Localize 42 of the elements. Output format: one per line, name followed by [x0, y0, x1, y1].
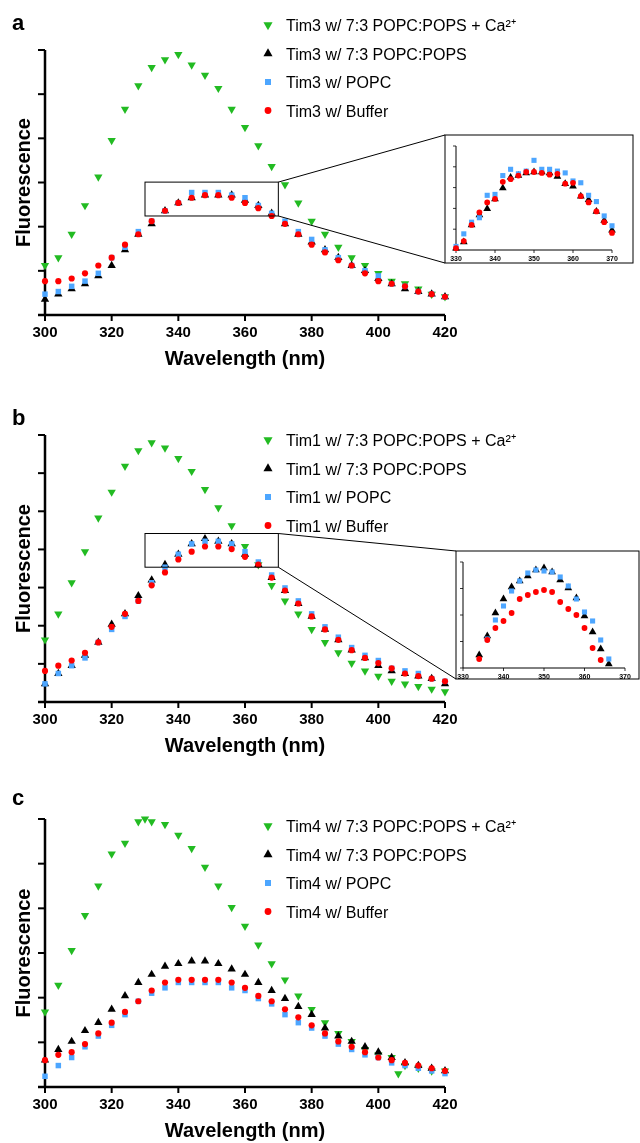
legend-label: Tim1 w/ 7:3 POPC:POPS + Ca²⁺: [286, 432, 516, 449]
x-tick-label: 320: [99, 323, 125, 340]
legend-label: Tim4 w/ 7:3 POPC:POPS + Ca²⁺: [286, 818, 516, 835]
legend-label: Tim1 w/ POPC: [286, 489, 392, 506]
x-axis-title: Wavelength (nm): [164, 347, 326, 369]
x-tick-label: 320: [99, 710, 125, 727]
legend-label: Tim3 w/ Buffer: [286, 102, 389, 120]
chart-title: b: [12, 405, 26, 430]
x-tick-label: 400: [365, 1095, 391, 1112]
x-tick-label: 380: [299, 323, 325, 340]
legend-label: Tim1 w/ 7:3 POPC:POPS: [286, 460, 467, 478]
x-tick-label: 360: [232, 1095, 258, 1112]
legend-label: Tim4 w/ Buffer: [286, 903, 389, 921]
y-axis-title: Fluorescence: [12, 888, 34, 1018]
x-tick-label: 380: [299, 710, 325, 727]
x-tick-label: 400: [365, 710, 391, 727]
x-tick-label: 300: [32, 1095, 58, 1112]
legend-label: Tim4 w/ POPC: [286, 875, 392, 892]
x-tick-label: 420: [432, 323, 458, 340]
chart-title: a: [12, 10, 25, 35]
legend-label: Tim3 w/ 7:3 POPC:POPS: [286, 45, 467, 63]
x-axis-title: Wavelength (nm): [164, 734, 326, 756]
legend-label: Tim3 w/ POPC: [286, 74, 392, 91]
x-tick-label: 340: [165, 710, 191, 727]
x-tick-label: 300: [32, 323, 58, 340]
x-tick-label: 420: [432, 710, 458, 727]
x-tick-label: 340: [165, 323, 191, 340]
x-tick-label: 400: [365, 323, 391, 340]
x-tick-label: 300: [32, 710, 58, 727]
legend-label: Tim1 w/ Buffer: [286, 517, 389, 535]
x-tick-label: 360: [232, 710, 258, 727]
legend-label: Tim3 w/ 7:3 POPC:POPS + Ca²⁺: [286, 17, 516, 34]
y-axis-title: Fluorescence: [12, 118, 34, 247]
x-tick-label: 320: [99, 1095, 125, 1112]
x-tick-label: 340: [165, 1095, 191, 1112]
x-tick-label: 360: [232, 323, 258, 340]
x-tick-label: 380: [299, 1095, 325, 1112]
x-tick-label: 420: [432, 1095, 458, 1112]
chart-title: c: [12, 785, 25, 810]
legend-label: Tim4 w/ 7:3 POPC:POPS: [286, 846, 467, 864]
x-axis-title: Wavelength (nm): [164, 1119, 326, 1141]
y-axis-title: Fluorescence: [12, 504, 34, 633]
